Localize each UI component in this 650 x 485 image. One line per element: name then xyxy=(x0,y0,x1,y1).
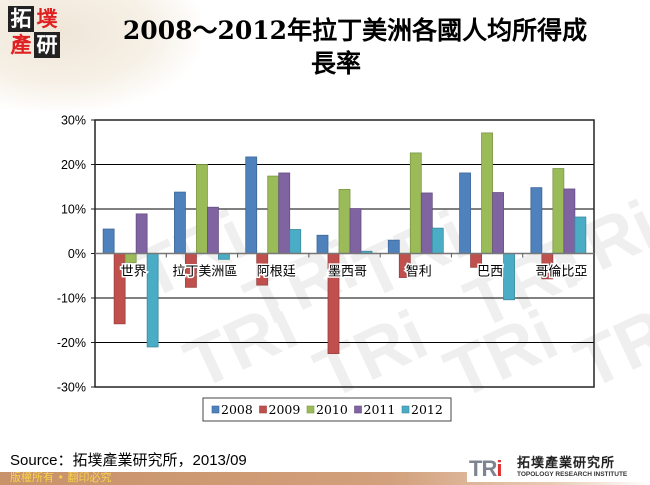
y-tick-label: -10% xyxy=(57,292,86,306)
bar-2010 xyxy=(481,132,493,254)
bar-2008 xyxy=(530,187,543,254)
bar-2010 xyxy=(124,253,137,264)
bar-2010 xyxy=(338,189,351,254)
tri-mark: TRi xyxy=(469,456,502,481)
bar-2011 xyxy=(563,188,576,254)
bar-2008 xyxy=(174,191,186,254)
bar-2012 xyxy=(503,253,515,301)
y-tick-label: 30% xyxy=(61,114,86,128)
chart-title: 2008～2012年拉丁美洲各國人均所得成 長率 xyxy=(60,14,610,80)
bar-2011 xyxy=(207,206,219,254)
legend-label-2009: 2009 xyxy=(269,402,301,417)
chart-title-line1: 2008～2012年拉丁美洲各國人均所得成 xyxy=(122,16,588,45)
bar-2008 xyxy=(459,172,471,254)
bar-2010 xyxy=(409,152,422,254)
category-label: 阿根廷 xyxy=(257,265,296,280)
legend-label-2010: 2010 xyxy=(316,402,348,417)
y-tick-label: -30% xyxy=(57,381,86,395)
bar-2012 xyxy=(431,227,444,254)
bar-2008 xyxy=(387,239,400,254)
org-logo: TRi 拓墣產業研究所 TOPOLOGY RESEARCH INSTITUTE xyxy=(467,456,647,482)
legend-swatch-2010 xyxy=(306,405,315,414)
legend-swatch-2012 xyxy=(401,405,410,414)
bar-2012 xyxy=(289,229,302,254)
category-label: 墨西哥 xyxy=(328,265,367,280)
org-name-en: TOPOLOGY RESEARCH INSTITUTE xyxy=(517,471,628,478)
source-note: Source：拓墣產業研究所，2013/09 xyxy=(10,452,247,469)
legend-swatch-2008 xyxy=(211,405,220,414)
legend-box xyxy=(202,397,452,422)
org-name-cn: 拓墣產業研究所 xyxy=(517,456,616,471)
bar-2012 xyxy=(146,253,159,348)
category-label: 智利 xyxy=(406,265,432,280)
y-tick-label: -20% xyxy=(57,336,86,350)
copyright-text: 版權所有 • 翻印必究 xyxy=(10,471,112,484)
bar-2010 xyxy=(267,175,280,254)
bar-2011 xyxy=(278,172,291,254)
bar-2011 xyxy=(420,192,433,254)
category-label: 哥倫比亞 xyxy=(535,265,587,280)
logo-char: 研 xyxy=(34,32,60,58)
legend: 2008 2009 2010 2011 2012 xyxy=(202,397,452,422)
category-label: 世界 xyxy=(121,265,147,280)
legend-label-2011: 2011 xyxy=(364,402,396,417)
bar-2012 xyxy=(218,253,230,260)
bar-2011 xyxy=(492,192,504,254)
bar-2010 xyxy=(552,168,565,254)
category-label: 巴西 xyxy=(477,265,503,280)
bar-2008 xyxy=(102,228,115,254)
bars xyxy=(102,132,587,355)
logo-char: 墣 xyxy=(36,7,58,31)
bar-2011 xyxy=(135,213,148,254)
chart-title-line2: 長率 xyxy=(310,49,361,78)
y-tick-label: 0% xyxy=(68,247,86,261)
y-tick-label: 10% xyxy=(61,203,86,217)
axes xyxy=(91,119,595,388)
bar-2011 xyxy=(349,208,362,254)
bar-2008 xyxy=(245,156,258,254)
watermark-text: TRi xyxy=(563,285,650,403)
logo-char: 產 xyxy=(10,33,32,57)
category-label: 拉丁美洲區 xyxy=(172,265,237,280)
bar-2008 xyxy=(316,234,329,254)
legend-swatch-2011 xyxy=(354,405,362,414)
y-axis-labels: 30% 20% 10% 0% -10% -20% -30% xyxy=(57,114,86,395)
bar-2012 xyxy=(574,216,587,254)
legend-label-2012: 2012 xyxy=(411,402,443,417)
y-tick-label: 20% xyxy=(61,158,86,172)
bar-2010 xyxy=(196,164,208,254)
x-axis-labels: 世界 拉丁美洲區 阿根廷 墨西哥 智利 巴西 哥倫比亞 xyxy=(119,263,589,281)
logo-char: 拓 xyxy=(8,6,34,32)
tri-brand-logo: 拓 墣 產 研 xyxy=(8,6,60,58)
legend-swatch-2009 xyxy=(259,405,267,414)
legend-label-2008: 2008 xyxy=(221,402,253,417)
